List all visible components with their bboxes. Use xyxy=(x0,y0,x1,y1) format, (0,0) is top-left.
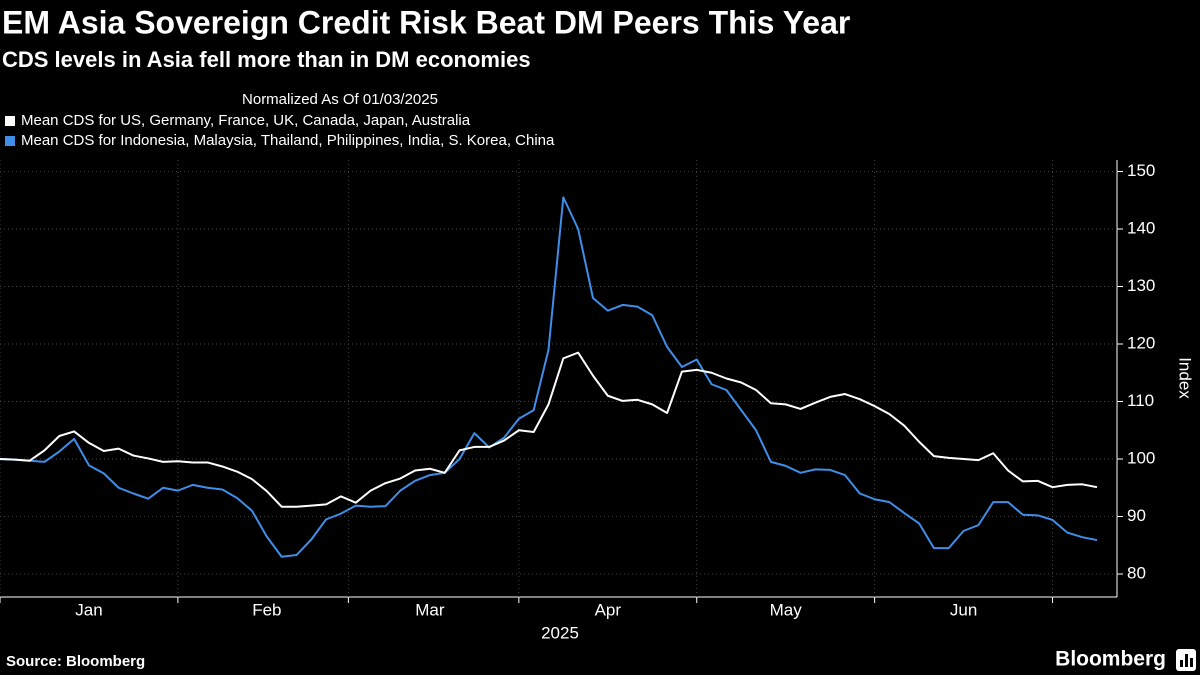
y-tick-label: 120 xyxy=(1127,333,1155,352)
y-tick-label: 110 xyxy=(1127,391,1154,410)
series-line xyxy=(0,196,1098,558)
series-line xyxy=(0,351,1098,508)
y-tick-label: 80 xyxy=(1127,563,1146,582)
chart-title: EM Asia Sovereign Credit Risk Beat DM Pe… xyxy=(2,4,850,40)
chart-subtitle: CDS levels in Asia fell more than in DM … xyxy=(2,47,531,72)
x-tick-label: Mar xyxy=(415,600,445,619)
legend-label: Mean CDS for Indonesia, Malaysia, Thaila… xyxy=(21,132,555,149)
y-axis-label: Index xyxy=(1176,357,1195,399)
x-axis-label: 2025 xyxy=(541,623,579,642)
x-tick-label: Apr xyxy=(595,600,622,619)
legend-title: Normalized As Of 01/03/2025 xyxy=(242,91,438,108)
x-tick-label: Jan xyxy=(75,600,102,619)
source: Source: Bloomberg xyxy=(6,653,145,670)
y-tick-label: 140 xyxy=(1127,218,1155,237)
y-tick-label: 130 xyxy=(1127,276,1155,295)
brand: Bloomberg xyxy=(1055,648,1166,671)
legend-swatch xyxy=(5,136,15,146)
x-tick-label: Jun xyxy=(950,600,977,619)
x-tick-label: May xyxy=(770,600,803,619)
y-tick-label: 90 xyxy=(1127,506,1146,525)
y-tick-label: 150 xyxy=(1127,161,1155,180)
y-tick-label: 100 xyxy=(1127,448,1155,467)
legend-label: Mean CDS for US, Germany, France, UK, Ca… xyxy=(21,112,471,129)
legend-swatch xyxy=(5,116,15,126)
brand-icon xyxy=(1176,649,1196,671)
x-tick-label: Feb xyxy=(252,600,281,619)
